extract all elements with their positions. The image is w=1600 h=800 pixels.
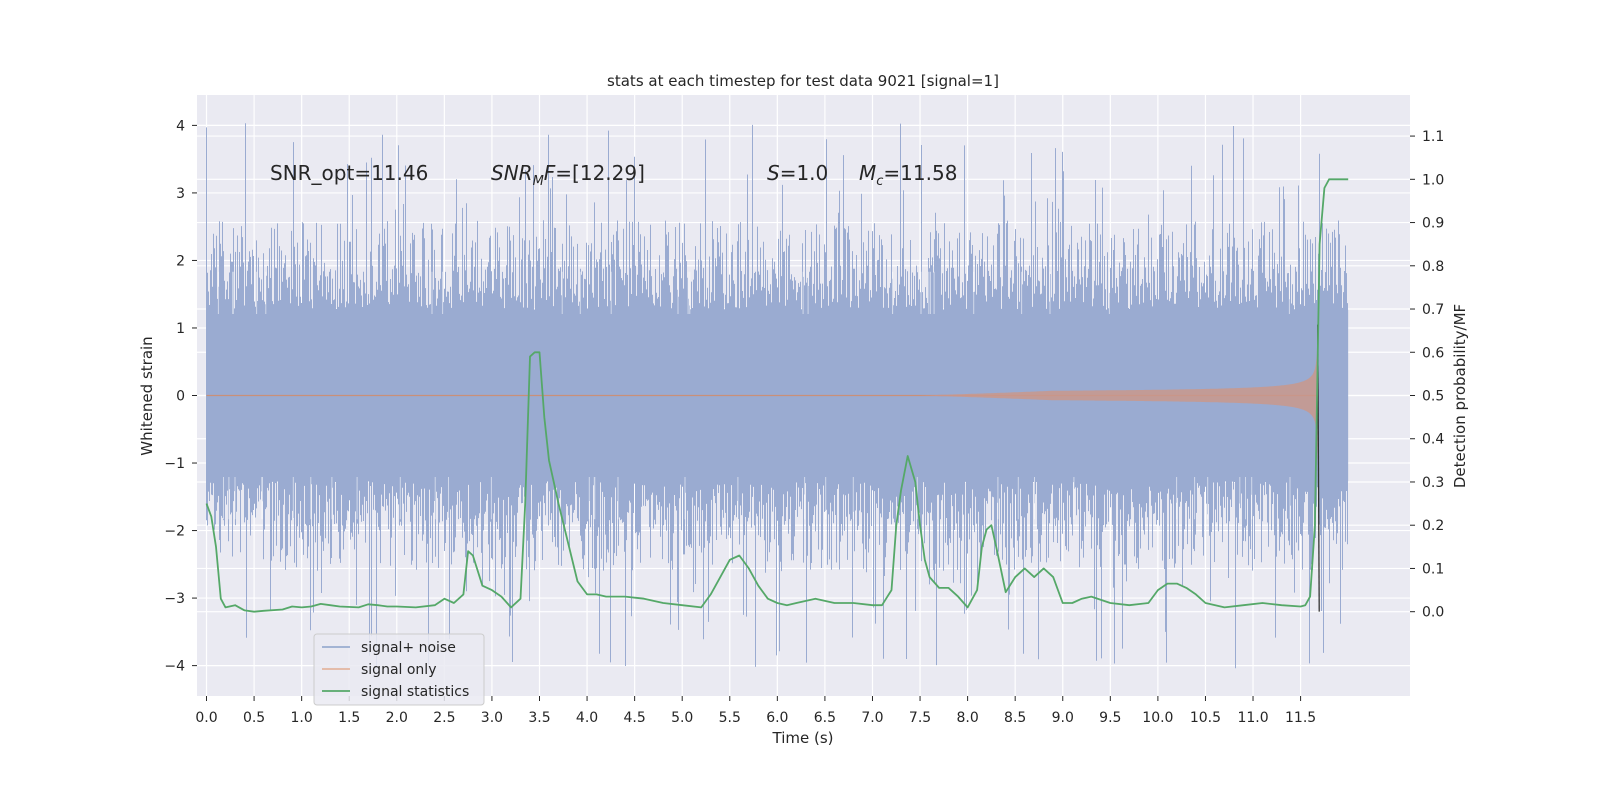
left-y-tick-label: 0 xyxy=(176,389,185,405)
x-tick-label: 10.0 xyxy=(1142,710,1173,726)
x-tick-label: 3.5 xyxy=(528,710,550,726)
x-tick-label: 2.5 xyxy=(433,710,455,726)
left-y-tick-label: 2 xyxy=(176,253,185,269)
signal-chirp-envelope xyxy=(920,324,1318,467)
annotation-mc: Mc=11.58 xyxy=(859,161,957,189)
legend: signal+ noise signal only signal statist… xyxy=(313,633,485,706)
x-tick-label: 0.0 xyxy=(195,710,217,726)
left-y-axis-ticks: −4 −3 −2 −1 0 1 2 3 4 xyxy=(164,118,197,675)
x-tick-label: 0.5 xyxy=(243,710,265,726)
x-tick-label: 9.0 xyxy=(1052,710,1074,726)
right-y-tick-label: 0.6 xyxy=(1422,345,1444,361)
x-tick-label: 6.5 xyxy=(814,710,836,726)
legend-label-signal-statistics: signal statistics xyxy=(361,684,469,700)
x-axis-ticks: 0.0 0.5 1.0 1.5 2.0 2.5 3.0 3.5 4.0 4.5 5.0 5.5 6.0 6… xyxy=(195,696,1316,726)
legend-label-signal-noise: signal+ noise xyxy=(361,640,456,656)
x-tick-label: 1.5 xyxy=(338,710,360,726)
x-tick-label: 6.0 xyxy=(766,710,788,726)
annotation-snr-opt: SNR_opt=11.46 xyxy=(270,161,428,185)
right-y-tick-label: 0.3 xyxy=(1422,475,1444,491)
x-tick-label: 3.0 xyxy=(481,710,503,726)
legend-box xyxy=(313,633,485,706)
x-tick-label: 2.0 xyxy=(386,710,408,726)
right-y-tick-label: 0.9 xyxy=(1422,216,1444,232)
left-y-axis-label: Whitened strain xyxy=(138,336,156,455)
right-y-tick-label: 0.7 xyxy=(1422,302,1444,318)
right-y-tick-label: 0.4 xyxy=(1422,432,1444,448)
right-y-tick-label: 0.2 xyxy=(1422,518,1444,534)
x-tick-label: 1.0 xyxy=(291,710,313,726)
left-y-tick-label: −3 xyxy=(164,591,185,607)
x-tick-label: 11.0 xyxy=(1237,710,1268,726)
x-tick-label: 7.0 xyxy=(861,710,883,726)
left-y-tick-label: −4 xyxy=(164,659,185,675)
left-y-tick-label: −1 xyxy=(164,456,185,472)
left-y-tick-label: −2 xyxy=(164,524,185,540)
left-y-tick-label: 4 xyxy=(176,118,185,134)
x-tick-label: 4.0 xyxy=(576,710,598,726)
x-tick-label: 5.5 xyxy=(719,710,741,726)
chart-title: stats at each timestep for test data 902… xyxy=(607,72,999,90)
x-tick-label: 8.0 xyxy=(956,710,978,726)
legend-label-signal-only: signal only xyxy=(361,662,436,678)
right-y-tick-label: 0.0 xyxy=(1422,605,1444,621)
right-y-axis-label: Detection probability/MF xyxy=(1451,304,1469,488)
x-tick-label: 10.5 xyxy=(1190,710,1221,726)
right-y-tick-label: 1.1 xyxy=(1422,129,1444,145)
x-tick-label: 11.5 xyxy=(1285,710,1316,726)
right-y-tick-label: 1.0 xyxy=(1422,172,1444,188)
left-y-tick-label: 1 xyxy=(176,321,185,337)
x-tick-label: 9.5 xyxy=(1099,710,1121,726)
right-y-axis-ticks: 0.0 0.1 0.2 0.3 0.4 0.5 0.6 0.7 0.8 0.9 1.0 1.1 xyxy=(1410,129,1444,621)
signal-statistics-line xyxy=(205,178,1349,613)
x-tick-label: 5.0 xyxy=(671,710,693,726)
x-tick-label: 7.5 xyxy=(909,710,931,726)
right-y-tick-label: 0.5 xyxy=(1422,389,1444,405)
noise-gaps xyxy=(217,271,1291,520)
annotation-s: S=1.0 xyxy=(767,161,828,185)
noise-spikes xyxy=(206,123,1348,669)
left-y-tick-label: 3 xyxy=(176,186,185,202)
x-tick-label: 8.5 xyxy=(1004,710,1026,726)
right-y-tick-label: 0.8 xyxy=(1422,259,1444,275)
series-signal-statistics xyxy=(205,178,1349,613)
annotation-snr-mf: SNRMF=[12.29] xyxy=(491,161,645,189)
x-tick-label: 4.5 xyxy=(623,710,645,726)
x-axis-label: Time (s) xyxy=(772,729,834,747)
right-y-tick-label: 0.1 xyxy=(1422,561,1444,577)
